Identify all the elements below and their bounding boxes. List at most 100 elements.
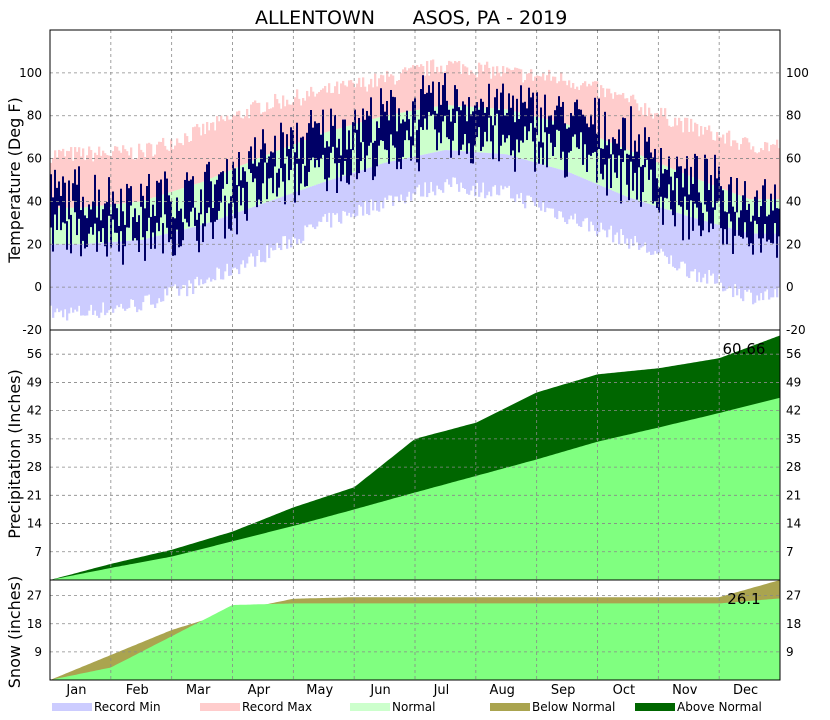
record-max-bar (504, 72, 507, 110)
left-tick-label: -20 (22, 323, 42, 337)
normal-band-bar (254, 159, 257, 207)
record-max-bar (56, 157, 59, 208)
normal-band-bar (716, 186, 719, 225)
record-min-bar (476, 152, 479, 183)
record-min-bar (238, 211, 241, 275)
record-max-bar (238, 110, 241, 167)
record-max-bar (752, 146, 755, 200)
record-min-bar (298, 190, 301, 240)
record-max-bar (570, 87, 573, 126)
record-max-bar (420, 64, 423, 110)
record-max-bar (232, 114, 235, 170)
record-min-bar (478, 152, 481, 197)
record-max-bar (286, 99, 289, 148)
record-min-bar (480, 152, 483, 193)
record-min-bar (464, 151, 467, 189)
record-max-bar (68, 151, 71, 208)
record-max-bar (396, 80, 399, 114)
record-min-bar (172, 232, 175, 287)
record-min-bar (86, 243, 89, 316)
normal-band-bar (548, 119, 551, 167)
record-max-bar (252, 102, 255, 161)
record-max-bar (250, 104, 253, 162)
record-min-bar (776, 233, 779, 298)
record-min-bar (64, 244, 67, 310)
precipitation-axis-label: Precipitation (Inches) (5, 369, 24, 539)
record-min-bar (388, 161, 391, 196)
record-max-bar (426, 61, 429, 109)
record-max-bar (182, 145, 185, 189)
normal-band-bar (724, 189, 727, 227)
record-max-bar (690, 118, 693, 177)
record-min-bar (328, 180, 331, 213)
record-min-bar (140, 240, 143, 311)
record-max-bar (302, 98, 305, 141)
record-min-bar (440, 150, 443, 191)
record-min-bar (106, 242, 109, 313)
record-min-bar (266, 202, 269, 246)
record-max-bar (128, 155, 131, 203)
record-min-bar (192, 227, 195, 294)
record-min-bar (256, 205, 259, 256)
legend-swatch (200, 703, 240, 711)
record-min-bar (300, 190, 303, 244)
record-min-bar (208, 222, 211, 278)
record-max-bar (386, 70, 389, 116)
record-min-bar (378, 164, 381, 212)
record-max-bar (90, 149, 93, 207)
record-min-bar (78, 244, 81, 306)
record-min-bar (404, 158, 407, 204)
normal-band-bar (224, 172, 227, 217)
record-min-bar (498, 153, 501, 196)
record-min-bar (652, 205, 655, 255)
record-max-bar (384, 82, 387, 116)
record-min-bar (670, 210, 673, 256)
record-max-bar (376, 86, 379, 118)
record-min-bar (284, 195, 287, 237)
normal-band-bar (700, 180, 703, 220)
record-min-bar (406, 158, 409, 197)
record-min-bar (420, 155, 423, 197)
record-min-bar (458, 150, 461, 192)
record-max-bar (294, 97, 297, 144)
record-max-bar (434, 72, 437, 107)
record-max-bar (550, 80, 553, 121)
record-min-bar (550, 166, 553, 209)
record-min-bar (232, 214, 235, 269)
record-max-bar (682, 132, 685, 174)
record-min-bar (66, 244, 69, 321)
record-min-bar (400, 159, 403, 195)
record-max-bar (382, 75, 385, 117)
record-max-bar (474, 74, 477, 108)
normal-band-bar (456, 105, 459, 151)
record-max-bar (706, 129, 709, 183)
normal-band-bar (354, 124, 357, 173)
record-min-bar (690, 217, 693, 272)
record-min-bar (734, 229, 737, 285)
temperature-panel: -20 -20 0 0 20 20 40 40 60 60 80 80 100 100 (19, 29, 809, 337)
record-min-bar (492, 153, 495, 187)
month-label: Mar (186, 683, 211, 698)
record-max-bar (686, 117, 689, 175)
record-max-bar (628, 102, 631, 151)
record-min-bar (260, 204, 263, 263)
record-min-bar (212, 221, 215, 280)
normal-band-bar (424, 108, 427, 155)
record-min-bar (428, 153, 431, 193)
record-min-bar (556, 168, 559, 220)
record-max-bar (106, 154, 109, 206)
record-max-bar (456, 62, 459, 106)
record-max-bar (460, 73, 463, 107)
record-min-bar (714, 223, 717, 284)
record-max-bar (734, 140, 737, 194)
record-min-bar (318, 183, 321, 222)
record-min-bar (110, 242, 113, 309)
normal-band-bar (148, 198, 151, 239)
record-min-bar (434, 152, 437, 196)
record-min-bar (116, 241, 119, 306)
record-min-bar (396, 160, 399, 197)
record-max-bar (374, 73, 377, 119)
record-min-bar (102, 242, 105, 303)
record-max-bar (378, 78, 381, 118)
record-min-bar (188, 228, 191, 281)
